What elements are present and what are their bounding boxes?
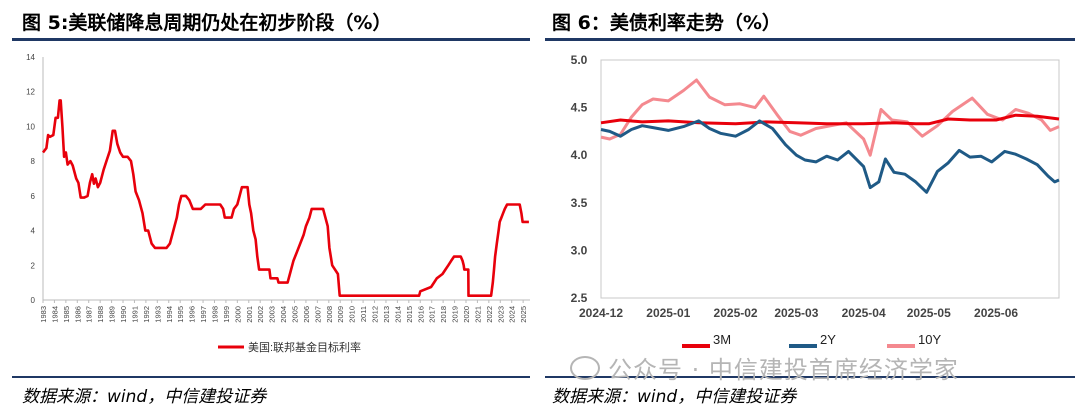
right-y-tick-label: 3.5 [571,196,588,210]
left-x-tick-label: 1987 [85,306,94,323]
left-x-tick-label: 1993 [153,306,162,323]
right-legend-label-3m: 3M [713,332,731,347]
right-plot-frame [600,59,1060,299]
wechat-icon [570,356,600,380]
left-x-tick-label: 2017 [428,306,437,323]
right-bottom-rule [545,376,1075,378]
yield-line-10y [600,78,1060,157]
left-x-tick-label: 2024 [508,306,517,323]
left-x-tick-label: 2004 [279,306,288,323]
yield-line-3m [600,113,1060,126]
left-x-tick-label: 2012 [371,306,380,323]
left-x-tick-label: 2023 [496,306,505,323]
right-y-tick-label: 4.0 [571,148,588,162]
right-y-tick-label: 4.5 [571,101,588,115]
wechat-watermark: 公众号 · 中信建投首席经济学家 [570,350,959,385]
left-y-tick-label: 2 [31,261,36,270]
treasury-yield-chart: 2.5 3.0 3.5 4.0 4.5 5.0 2024-12 2025-01 2025-02 2… [571,53,1060,348]
left-x-tick-label: 1999 [222,306,231,323]
left-x-tick-label: 1996 [188,306,197,323]
left-legend-label: 美国:联邦基金目标利率 [248,340,361,354]
left-y-tick-label: 4 [31,227,36,236]
left-x-tick-label: 2002 [256,306,265,323]
left-y-tick-label: 10 [26,122,35,131]
left-x-tick-label: 2014 [393,306,402,323]
left-top-rule [12,38,530,41]
left-x-tick-label: 2018 [439,306,448,323]
left-x-tick-label: 2005 [291,306,300,323]
left-y-tick-label: 6 [31,192,36,201]
left-x-tick-label: 1989 [108,306,117,323]
left-y-tick-label: 0 [31,296,36,305]
left-x-tick-label: 2015 [405,306,414,323]
left-x-tick-label: 1990 [119,306,128,323]
left-y-tick-label: 12 [26,88,35,97]
left-bottom-rule [12,376,530,378]
fed-funds-rate-line [41,99,529,297]
left-x-tick-label: 2001 [245,306,254,323]
left-x-tick-label: 2009 [336,306,345,323]
left-x-tick-label: 2007 [313,306,322,323]
left-x-tick-label: 2008 [325,306,334,323]
right-x-tick-label: 2024-12 [579,306,623,320]
right-x-tick-label: 2025-02 [714,306,758,320]
right-x-tick-label: 2025-03 [774,306,818,320]
left-panel: 图 5:美联储降息周期仍处在初步阶段（%） 0 2 4 6 8 10 12 14 1983 198… [12,12,530,407]
left-x-tick-label: 2016 [416,306,425,323]
left-x-tick-label: 2019 [451,306,460,323]
left-x-tick-label: 1984 [50,306,59,323]
right-legend-label-10y: 10Y [918,332,941,347]
right-y-tick-label: 3.0 [571,243,588,257]
left-x-tick-label: 1998 [210,306,219,323]
right-y-tick-label: 2.5 [571,291,588,305]
left-x-tick-label: 1995 [176,306,185,323]
right-top-rule [545,38,1075,41]
left-x-tick-label: 2000 [233,306,242,323]
right-x-tick-label: 2025-04 [842,306,886,320]
left-x-tick-label: 1994 [165,306,174,323]
left-x-tick-label: 1986 [73,306,82,323]
left-x-tick-label: 1997 [199,306,208,323]
right-x-tick-label: 2025-05 [907,306,951,320]
left-x-tick-label: 1991 [130,306,139,323]
right-y-tick-label: 5.0 [571,53,588,67]
left-x-tick-label: 1983 [39,306,48,323]
left-x-tick-label: 2020 [462,306,471,323]
left-x-tick-label: 2022 [485,306,494,323]
left-x-tick-label: 2021 [473,306,482,323]
left-x-tick-label: 2025 [519,306,528,323]
left-x-tick-label: 2006 [302,306,311,323]
yield-line-2y [600,119,1060,194]
right-x-tick-label: 2025-01 [646,306,690,320]
right-panel: 图 6：美债利率走势（%） 2.5 3.0 3.5 4.0 4.5 5.0 2024-12 2… [545,0,1080,411]
left-x-tick-label: 2003 [268,306,277,323]
left-x-tick-label: 1992 [142,306,151,323]
left-source-note: 数据来源：wind，中信建投证券 [22,387,267,407]
left-chart-title: 图 5:美联储降息周期仍处在初步阶段（%） [22,12,392,34]
right-legend-label-2y: 2Y [820,332,836,347]
left-x-tick-label: 1985 [62,306,71,323]
right-source-note: 数据来源：wind，中信建投证券 [552,387,797,407]
left-x-tick-label: 1988 [96,306,105,323]
left-y-tick-label: 8 [31,157,36,166]
left-x-tick-label: 2013 [382,306,391,323]
right-chart-title: 图 6：美债利率走势（%） [552,12,781,34]
watermark-text: 公众号 · 中信建投首席经济学家 [608,356,959,384]
left-x-tick-label: 2010 [348,306,357,323]
left-y-tick-label: 14 [26,53,35,62]
right-x-tick-label: 2025-06 [974,306,1018,320]
left-x-tick-label: 2011 [359,306,368,322]
